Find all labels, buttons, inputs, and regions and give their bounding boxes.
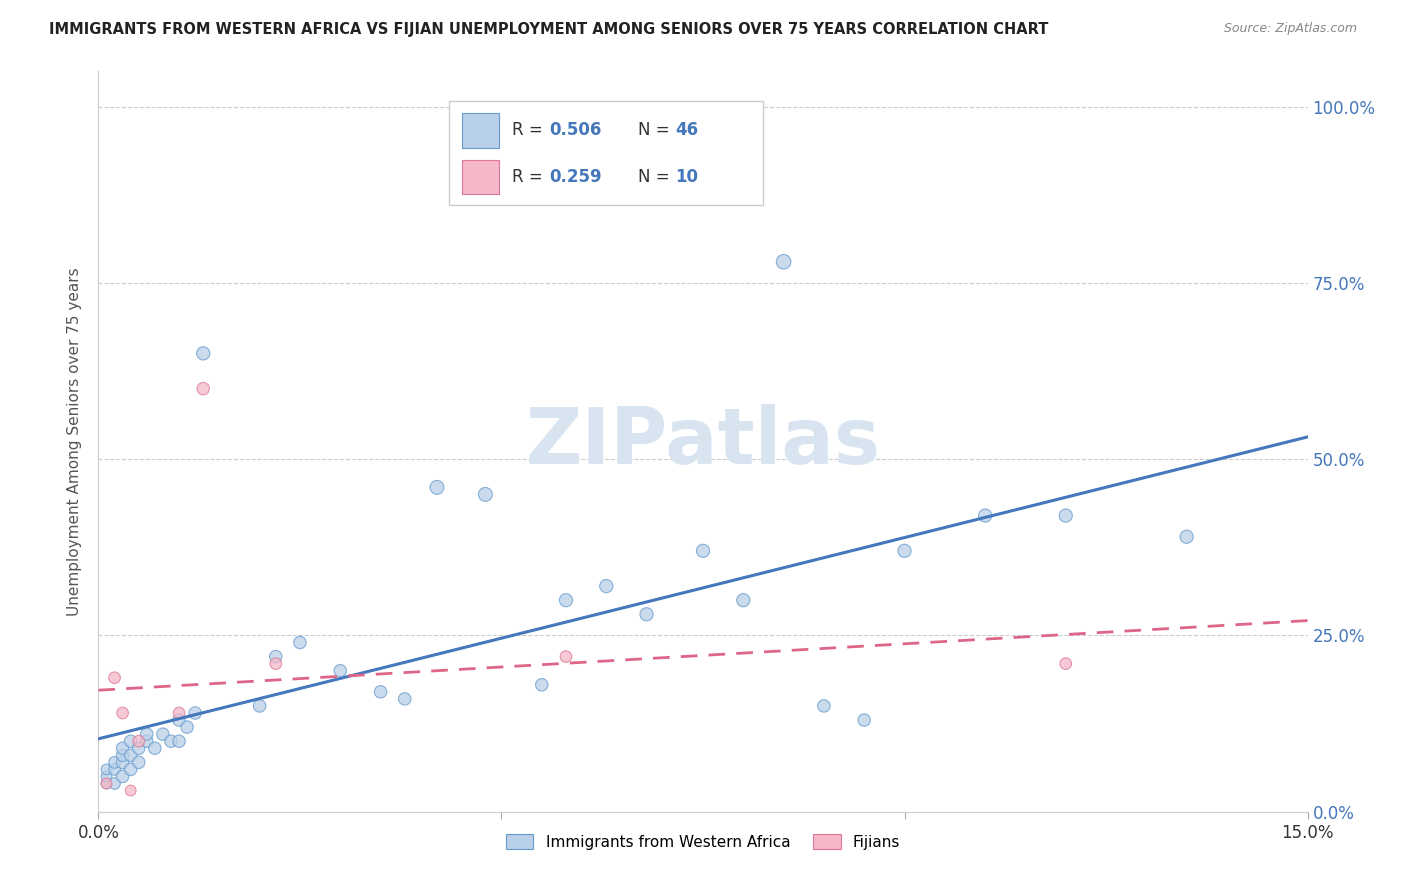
Point: [184, 706, 207, 720]
Point: [772, 254, 794, 268]
Point: [370, 685, 392, 699]
Point: [893, 544, 915, 558]
Point: [167, 713, 190, 727]
Point: [394, 692, 416, 706]
Point: [595, 579, 617, 593]
Point: [120, 783, 142, 797]
Point: [111, 756, 134, 770]
Point: [264, 657, 287, 671]
Point: [135, 734, 157, 748]
Point: [193, 346, 215, 360]
Point: [853, 713, 876, 727]
Point: [103, 763, 125, 777]
Point: [111, 706, 134, 720]
Point: [974, 508, 997, 523]
Point: [474, 487, 496, 501]
Point: [167, 706, 190, 720]
Point: [103, 671, 125, 685]
Point: [733, 593, 755, 607]
Y-axis label: Unemployment Among Seniors over 75 years: Unemployment Among Seniors over 75 years: [67, 268, 83, 615]
Point: [813, 698, 835, 713]
Point: [167, 734, 190, 748]
Point: [329, 664, 352, 678]
Point: [120, 748, 142, 763]
Point: [555, 593, 578, 607]
Point: [96, 776, 118, 790]
Point: [555, 649, 578, 664]
Point: [288, 635, 311, 649]
Point: [143, 741, 166, 756]
Text: IMMIGRANTS FROM WESTERN AFRICA VS FIJIAN UNEMPLOYMENT AMONG SENIORS OVER 75 YEAR: IMMIGRANTS FROM WESTERN AFRICA VS FIJIAN…: [49, 22, 1049, 37]
Legend: Immigrants from Western Africa, Fijians: Immigrants from Western Africa, Fijians: [499, 828, 907, 856]
Text: Source: ZipAtlas.com: Source: ZipAtlas.com: [1223, 22, 1357, 36]
Point: [152, 727, 174, 741]
Point: [692, 544, 714, 558]
Point: [1054, 508, 1077, 523]
Point: [128, 756, 150, 770]
Point: [96, 763, 118, 777]
Point: [120, 763, 142, 777]
Point: [636, 607, 658, 622]
Text: ZIPatlas: ZIPatlas: [526, 403, 880, 480]
Point: [103, 776, 125, 790]
Point: [264, 649, 287, 664]
Point: [1054, 657, 1077, 671]
Point: [111, 769, 134, 783]
Point: [176, 720, 198, 734]
Point: [426, 480, 449, 494]
Point: [135, 727, 157, 741]
Point: [1175, 530, 1198, 544]
Point: [111, 741, 134, 756]
Point: [111, 748, 134, 763]
Point: [249, 698, 271, 713]
Point: [96, 769, 118, 783]
Point: [103, 756, 125, 770]
Point: [160, 734, 183, 748]
Point: [193, 382, 215, 396]
Point: [128, 741, 150, 756]
Point: [120, 734, 142, 748]
Point: [96, 776, 118, 790]
Point: [128, 734, 150, 748]
Point: [530, 678, 553, 692]
